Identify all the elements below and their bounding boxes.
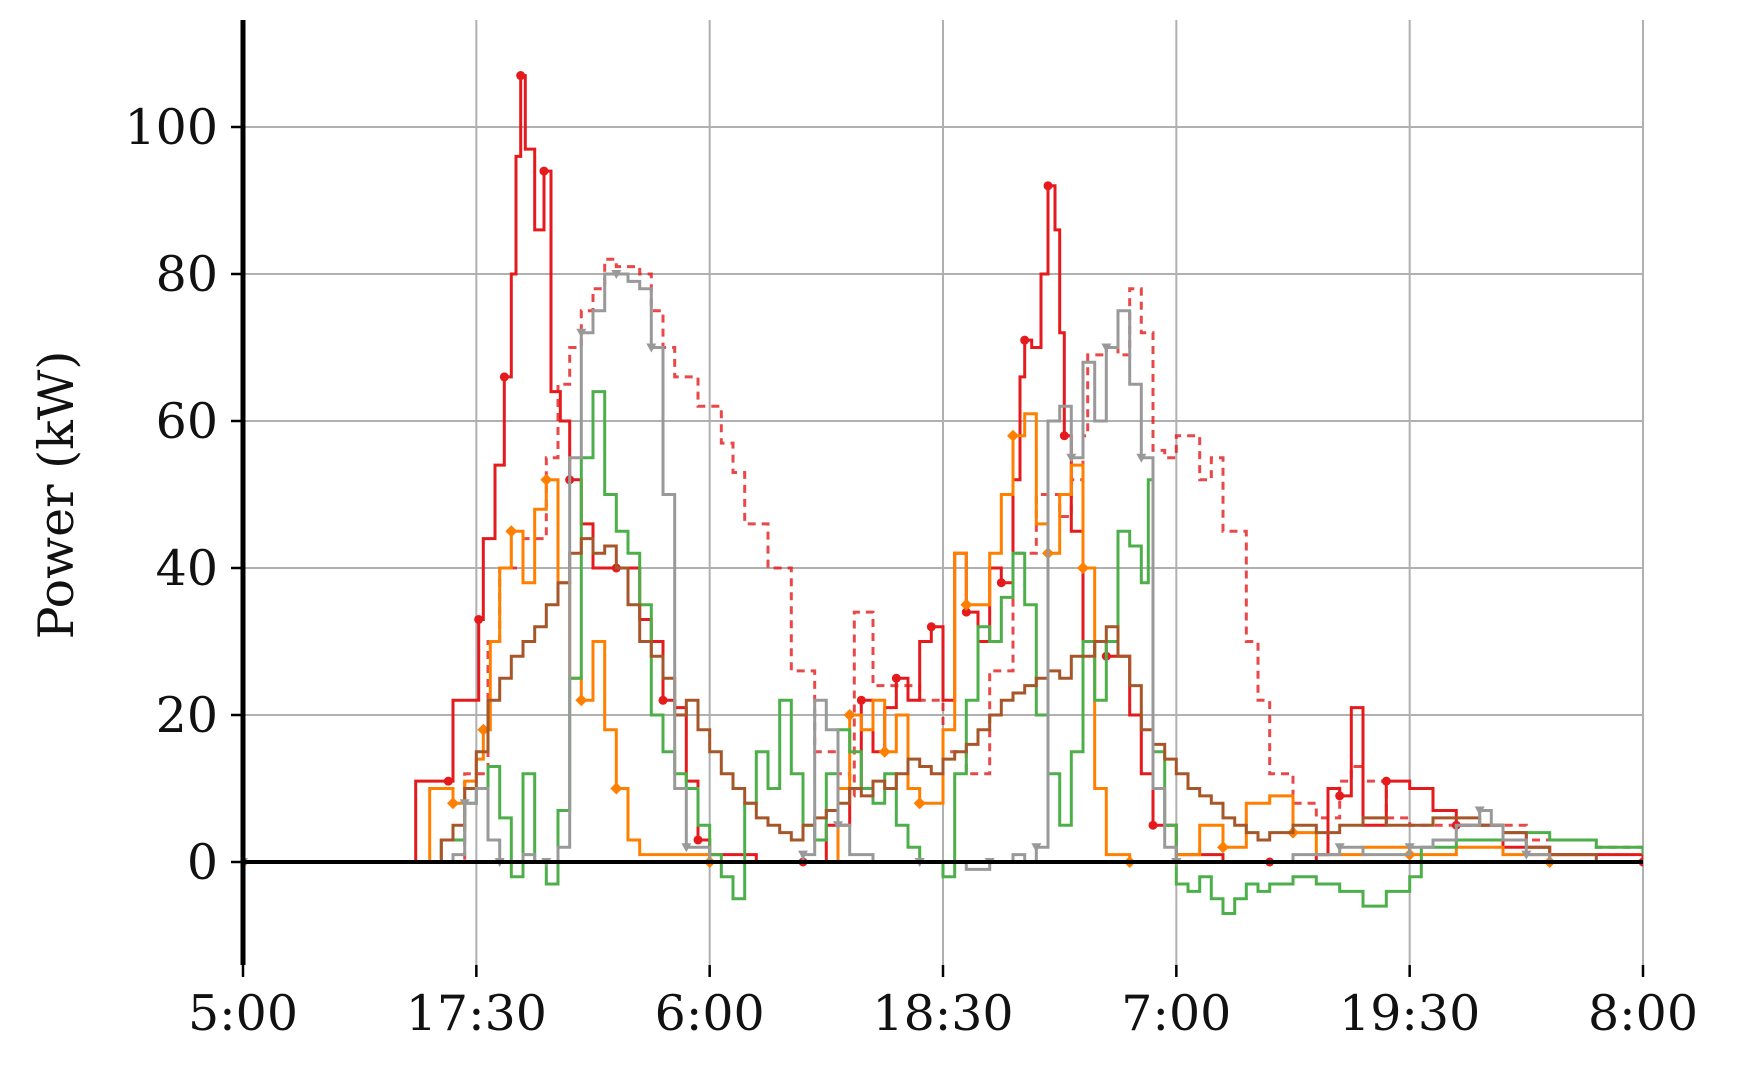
grid-lines	[242, 20, 1644, 965]
series-marker-5	[1404, 843, 1415, 853]
series-line-1	[243, 257, 1643, 864]
series-marker-0	[856, 695, 866, 705]
series-marker-5	[1066, 453, 1077, 463]
axes-group	[231, 20, 1645, 977]
series-marker-2	[540, 473, 553, 486]
series-marker-5	[576, 328, 587, 338]
series-marker-5	[833, 821, 843, 831]
series-marker-2	[960, 598, 973, 611]
series-marker-5	[1521, 850, 1532, 860]
series-marker-2	[913, 797, 926, 810]
x-tick-label: 19:30	[1339, 985, 1480, 1042]
series-marker-5	[646, 343, 657, 353]
x-tick-label: 6:00	[655, 985, 765, 1042]
y-tick-label: 20	[156, 687, 218, 744]
series-marker-0	[474, 614, 484, 624]
x-tick-label: 5:00	[188, 985, 298, 1042]
series-marker-2	[447, 797, 459, 810]
series-marker-0	[891, 673, 901, 683]
series-marker-5	[1136, 453, 1147, 463]
series-marker-2	[1077, 562, 1089, 574]
series-marker-0	[693, 835, 703, 845]
series-line-5	[243, 272, 1643, 871]
series-marker-2	[610, 782, 623, 795]
series-marker-0	[516, 71, 526, 81]
series-marker-5	[1474, 806, 1485, 816]
series-marker-0	[1148, 820, 1158, 830]
series-marker-0	[499, 372, 509, 382]
series-marker-0	[996, 578, 1006, 588]
series-marker-0	[1059, 431, 1069, 441]
series-marker-5	[681, 843, 692, 853]
series-marker-0	[961, 607, 971, 617]
series-marker-2	[1007, 429, 1019, 442]
y-tick-label: 100	[124, 99, 218, 156]
series-marker-5	[1101, 343, 1112, 353]
x-tick-labels: 5:00 17:30 6:00 18:30 7:00 19:30 8:00	[188, 985, 1698, 1042]
series-marker-5	[1031, 843, 1042, 853]
y-tick-label: 0	[187, 834, 218, 891]
series-marker-5	[459, 799, 470, 809]
series-marker-2	[575, 694, 588, 707]
y-tick-label: 40	[156, 540, 218, 597]
y-tick-labels: 0 20 40 60 80 100	[124, 99, 218, 891]
series-marker-2	[878, 745, 891, 758]
x-tick-label: 17:30	[406, 985, 547, 1042]
series-marker-2	[843, 709, 856, 721]
x-tick-label: 7:00	[1121, 985, 1231, 1042]
series-marker-2	[477, 723, 490, 736]
series-line-4	[243, 537, 1643, 864]
series-marker-5	[1334, 843, 1345, 853]
series-marker-5	[798, 850, 808, 860]
series-marker-2	[505, 525, 518, 538]
series-marker-0	[1335, 791, 1345, 801]
y-axis-label: Power (kW)	[28, 351, 85, 640]
series-marker-5	[611, 270, 622, 279]
y-tick-label: 80	[156, 246, 218, 303]
series-marker-0	[658, 695, 668, 705]
series-marker-2	[1217, 841, 1229, 854]
x-tick-label: 8:00	[1588, 985, 1698, 1042]
series-marker-0	[1020, 335, 1030, 345]
series-marker-0	[539, 166, 549, 176]
series-marker-0	[443, 776, 453, 786]
series-marker-0	[1043, 181, 1053, 191]
x-tick-label: 18:30	[872, 985, 1013, 1042]
y-tick-label: 60	[156, 393, 218, 450]
series-marker-0	[926, 622, 936, 632]
